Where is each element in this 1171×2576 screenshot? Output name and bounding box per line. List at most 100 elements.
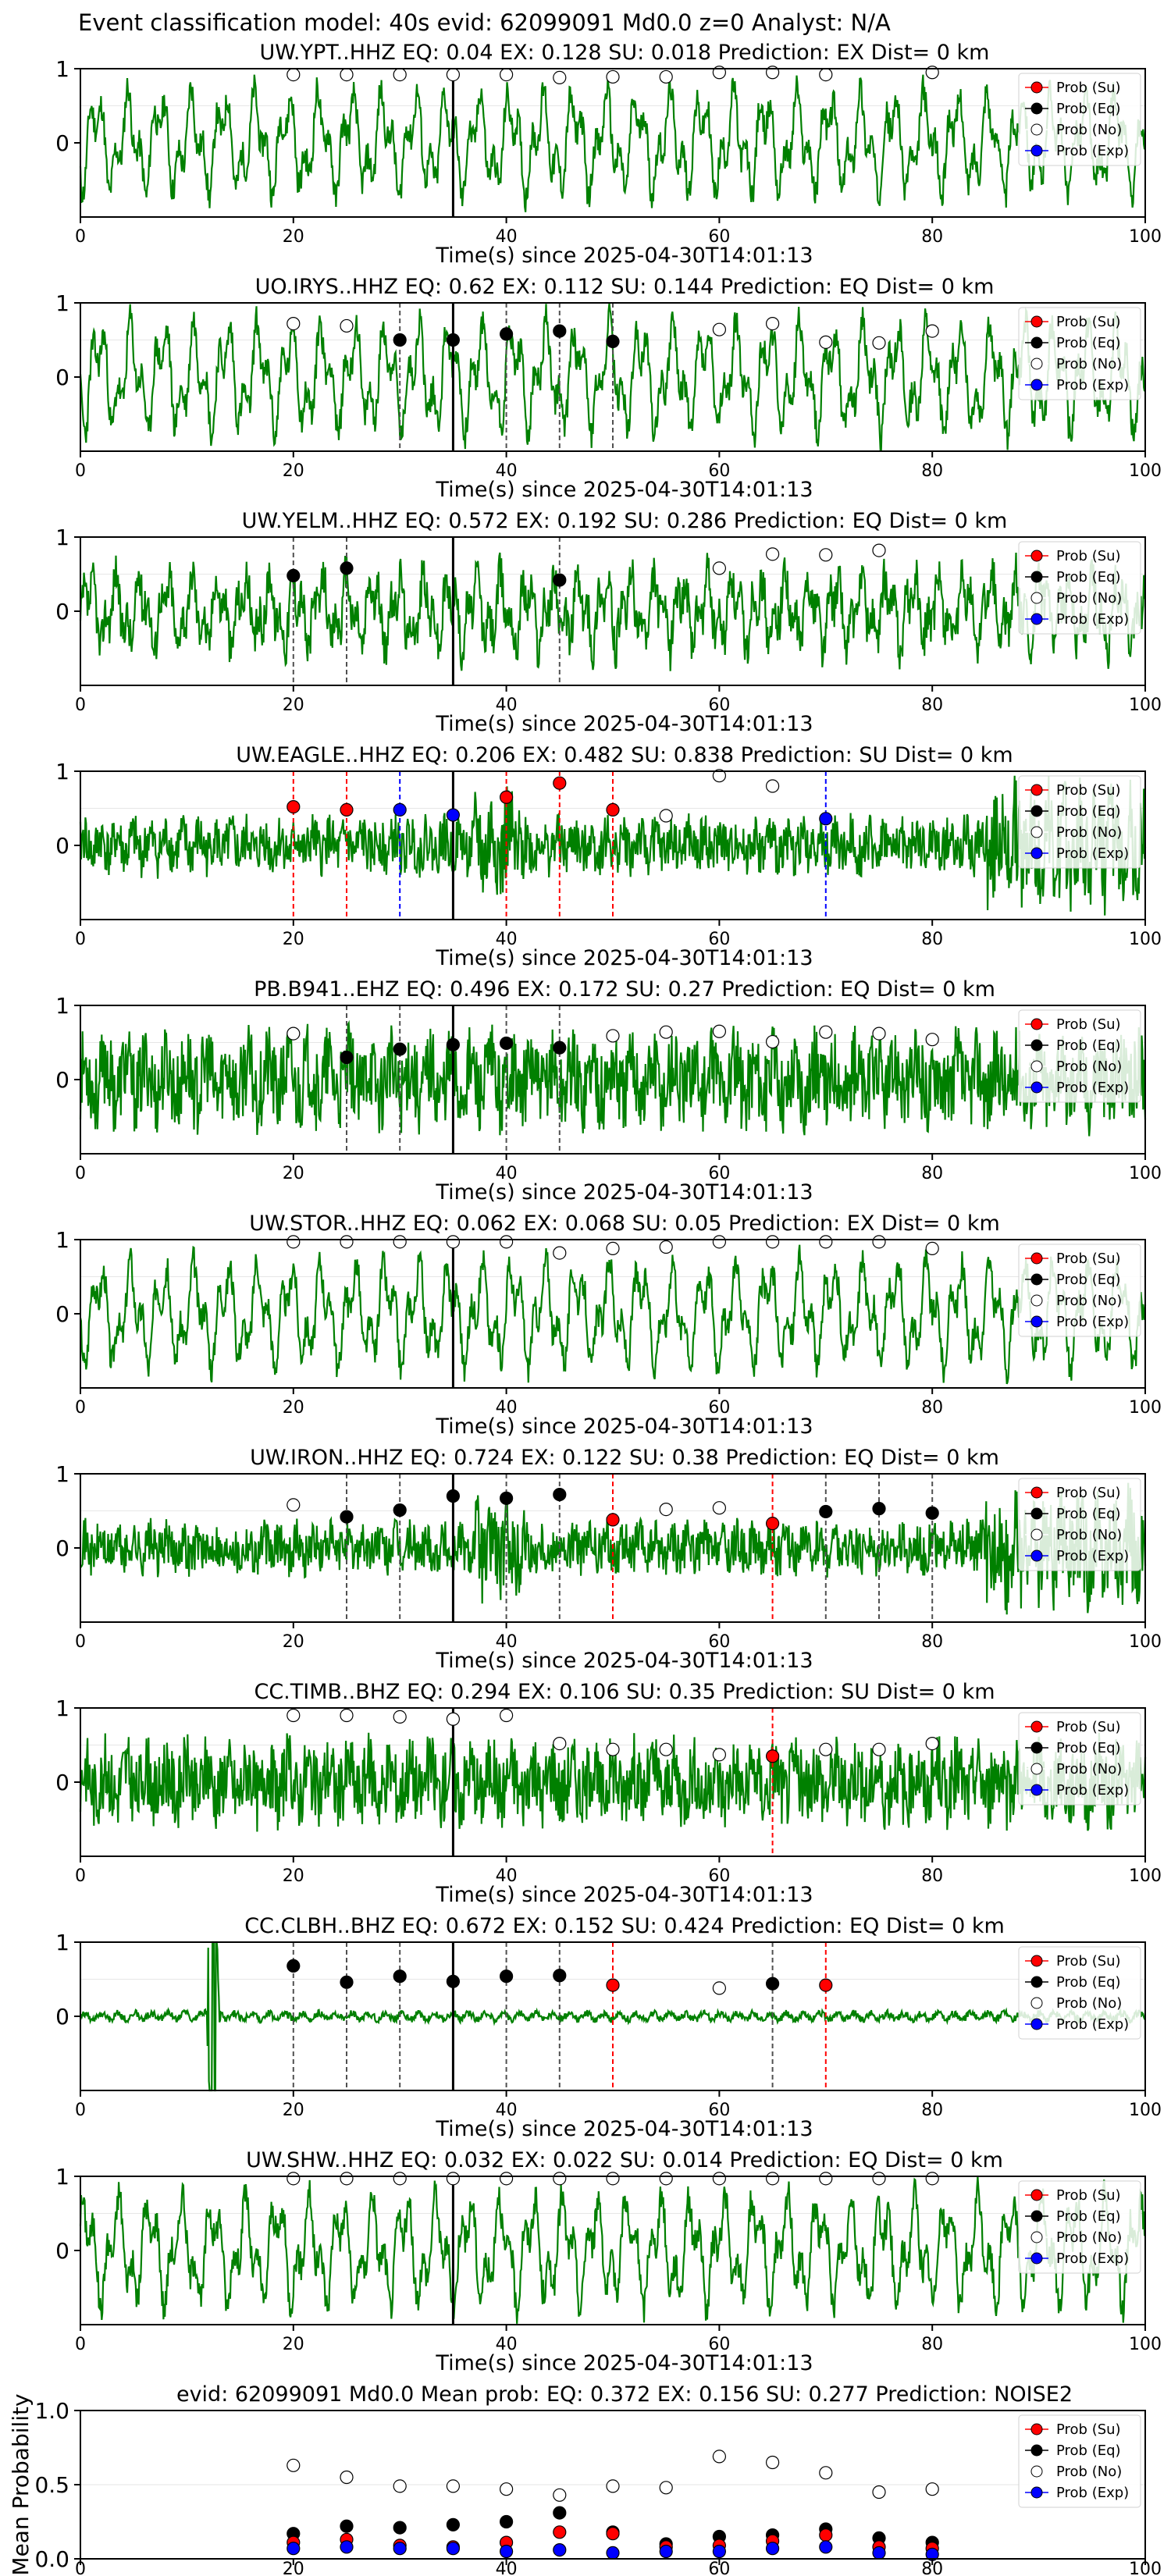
station-panel: PB.B941..EHZ EQ: 0.496 EX: 0.172 SU: 0.2…: [55, 977, 1162, 1204]
x-tick-label: 20: [283, 1398, 304, 1418]
probability-point: [340, 802, 354, 817]
legend-label: Prob (Eq): [1056, 2208, 1121, 2225]
probability-point: [393, 2172, 407, 2186]
legend-box: [1018, 541, 1141, 635]
x-axis-label: Time(s) since 2025-04-30T14:01:13: [435, 244, 813, 268]
legend-swatch-marker: [1030, 2465, 1043, 2478]
x-axis-label: Time(s) since 2025-04-30T14:01:13: [435, 1180, 813, 1204]
legend-swatch-marker: [1030, 1315, 1043, 1328]
x-tick-label: 80: [921, 1632, 943, 1652]
probability-point: [340, 1050, 354, 1065]
legend-label: Prob (Exp): [1056, 1548, 1129, 1564]
legend: Prob (Su) Prob (Eq) Prob (No) Prob (Exp): [1018, 1478, 1141, 1571]
probability-point: [925, 1737, 939, 1751]
x-tick-label: 40: [496, 696, 518, 715]
legend-label: Prob (No): [1056, 824, 1122, 841]
legend-label: Prob (Su): [1056, 548, 1121, 564]
probability-point: [287, 568, 301, 583]
y-tick-label: 1: [55, 290, 69, 316]
legend-box: [1018, 1712, 1141, 1806]
legend-label: Prob (Exp): [1056, 377, 1129, 393]
probability-point: [553, 573, 567, 587]
legend-label: Prob (Su): [1056, 80, 1121, 96]
probability-point: [765, 2172, 780, 2186]
legend-label: Prob (No): [1056, 356, 1122, 372]
probability-point: [606, 1978, 620, 1992]
legend-swatch-marker: [1030, 1976, 1043, 1988]
x-tick-label: 80: [921, 2560, 943, 2576]
x-axis-label: Time(s) since 2025-04-30T14:01:13: [435, 712, 813, 736]
legend-label: Prob (Su): [1056, 782, 1121, 799]
mean-probability-point: [819, 2528, 833, 2542]
legend: Prob (Su) Prob (Eq) Prob (No) Prob (Exp): [1018, 307, 1141, 400]
probability-point: [925, 1033, 939, 1047]
legend: Prob (Su) Prob (Eq) Prob (No) Prob (Exp): [1018, 541, 1141, 635]
legend-label: Prob (No): [1056, 2464, 1122, 2480]
legend-label: Prob (Su): [1056, 1251, 1121, 1267]
y-tick-label: 1: [55, 1461, 69, 1487]
legend-label: Prob (No): [1056, 2229, 1122, 2246]
mean-probability-point: [819, 2540, 833, 2554]
legend-label: Prob (Exp): [1056, 2250, 1129, 2267]
legend: Prob (Su) Prob (Eq) Prob (No) Prob (Exp): [1018, 2180, 1141, 2274]
legend: Prob (Su) Prob (Eq) Prob (No) Prob (Exp): [1018, 1712, 1141, 1806]
x-tick-label: 0: [75, 1632, 86, 1652]
probability-point: [925, 324, 939, 338]
probability-point: [393, 1503, 407, 1517]
legend-box: [1018, 1478, 1141, 1571]
station-panel: CC.CLBH..BHZ EQ: 0.672 EX: 0.152 SU: 0.4…: [55, 1914, 1162, 2141]
legend-label: Prob (Eq): [1056, 1272, 1121, 1288]
legend-box: [1018, 1009, 1141, 1103]
probability-point: [446, 67, 461, 82]
legend-swatch-marker: [1030, 1763, 1043, 1775]
legend-swatch-marker: [1030, 2252, 1043, 2265]
x-tick-label: 100: [1129, 696, 1162, 715]
station-panel: UW.SHW..HHZ EQ: 0.032 EX: 0.022 SU: 0.01…: [55, 2148, 1162, 2375]
probability-point: [393, 333, 407, 347]
mean-probability-point: [499, 2514, 514, 2529]
x-tick-label: 20: [283, 1164, 304, 1183]
legend-swatch-marker: [1030, 2444, 1043, 2457]
probability-point: [553, 1969, 567, 1983]
station-panel: UO.IRYS..HHZ EQ: 0.62 EX: 0.112 SU: 0.14…: [55, 275, 1162, 502]
panel-title: UW.IRON..HHZ EQ: 0.724 EX: 0.122 SU: 0.3…: [250, 1446, 999, 1470]
probability-point: [819, 812, 833, 826]
y-tick-label: 0: [55, 130, 69, 156]
x-axis-label: Time(s) since 2025-04-30T14:01:13: [435, 1414, 813, 1439]
legend-swatch-marker: [1030, 2189, 1043, 2201]
x-tick-label: 60: [708, 1632, 730, 1652]
station-panel: UW.IRON..HHZ EQ: 0.724 EX: 0.122 SU: 0.3…: [55, 1446, 1162, 1673]
panel-title: evid: 62099091 Md0.0 Mean prob: EQ: 0.37…: [176, 2382, 1073, 2407]
legend-label: Prob (Eq): [1056, 101, 1121, 117]
x-tick-label: 40: [496, 1866, 518, 1886]
legend-label: Prob (Eq): [1056, 335, 1121, 351]
station-panel: UW.STOR..HHZ EQ: 0.062 EX: 0.068 SU: 0.0…: [55, 1212, 1162, 1439]
x-tick-label: 80: [921, 930, 943, 949]
y-tick-label: 1: [55, 2164, 69, 2190]
probability-point: [606, 1029, 620, 1043]
legend-label: Prob (No): [1056, 1293, 1122, 1309]
probability-point: [606, 802, 620, 817]
probability-point: [499, 67, 514, 82]
y-tick-label: 0: [55, 833, 69, 859]
legend-box: [1018, 73, 1141, 166]
x-tick-label: 20: [283, 461, 304, 481]
legend-label: Prob (Eq): [1056, 803, 1121, 820]
mean-probability-point: [340, 2470, 354, 2485]
probability-point: [819, 2172, 833, 2186]
mean-probability-point: [446, 2517, 461, 2532]
mean-probability-point: [606, 2546, 620, 2560]
probability-point: [606, 69, 620, 84]
legend-swatch-marker: [1030, 2231, 1043, 2243]
probability-point: [925, 2172, 939, 2186]
y-tick-label: 1: [55, 56, 69, 82]
x-tick-label: 60: [708, 2335, 730, 2354]
legend-swatch-marker: [1030, 1018, 1043, 1030]
y-tick-label: 0: [55, 1770, 69, 1795]
probability-point: [553, 70, 567, 85]
legend-label: Prob (No): [1056, 590, 1122, 607]
x-tick-label: 100: [1129, 930, 1162, 949]
x-tick-label: 0: [75, 930, 86, 949]
probability-point: [819, 548, 833, 562]
